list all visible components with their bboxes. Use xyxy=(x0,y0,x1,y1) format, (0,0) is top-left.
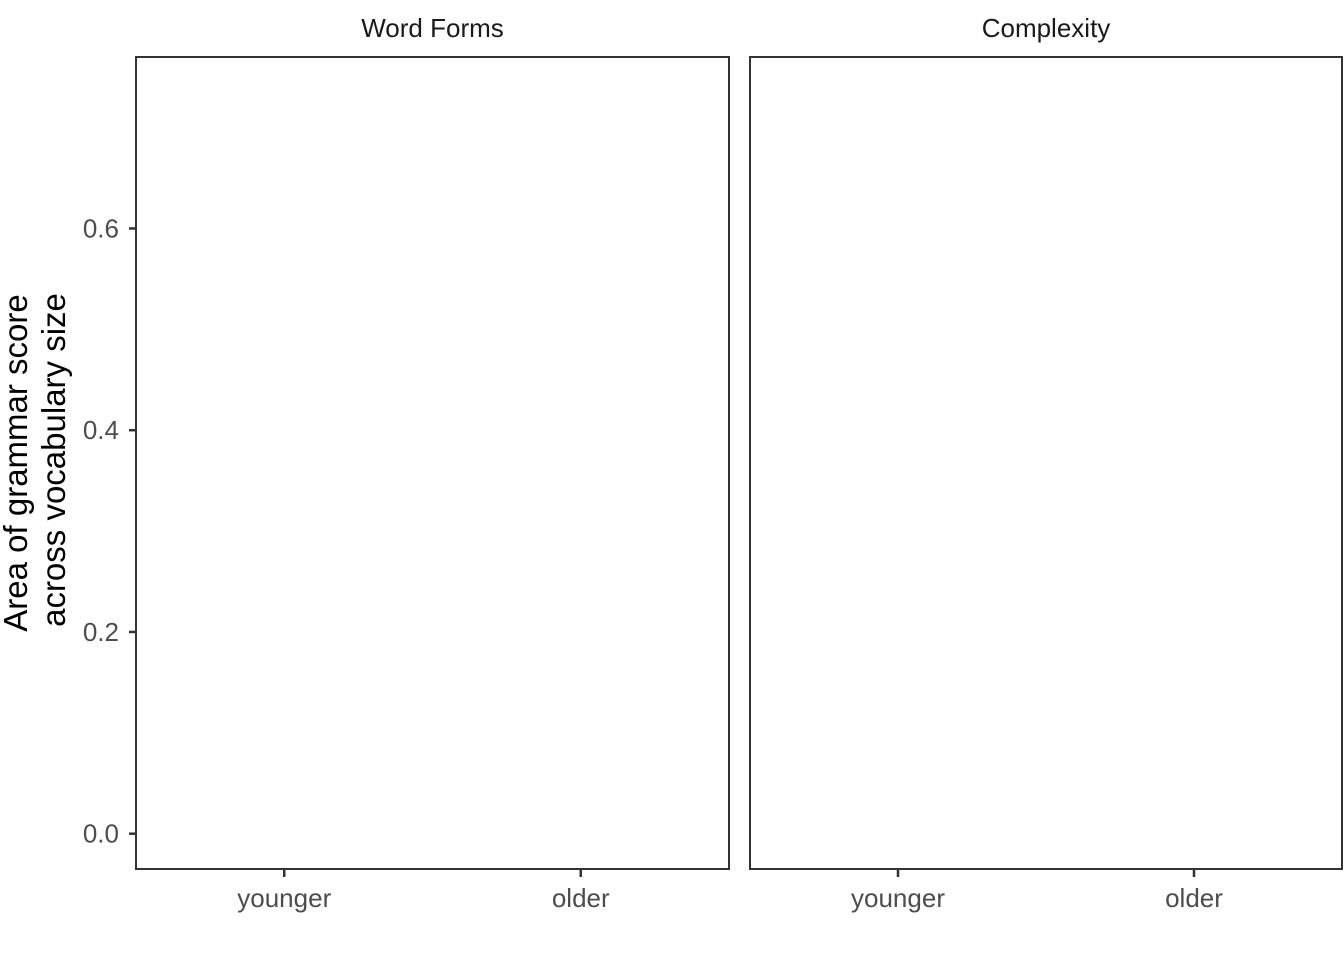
y-tick-label: 0.6 xyxy=(83,213,119,243)
y-tick-label: 0.2 xyxy=(83,617,119,647)
y-axis-title-line-2: across vocabulary size xyxy=(35,293,72,627)
y-axis-title-line-1: Area of grammar score xyxy=(0,294,34,631)
panel-title: Complexity xyxy=(982,13,1111,43)
panel-0: Word Forms younger older xyxy=(135,13,730,913)
x-tick-label: older xyxy=(1165,883,1223,913)
y-axis: 0.0 0.2 0.4 0.6 xyxy=(83,213,136,849)
y-tick-label: 0.4 xyxy=(83,415,119,445)
x-tick-label: younger xyxy=(237,883,331,913)
y-axis-title: Area of grammar score across vocabulary … xyxy=(0,293,72,632)
panel-title: Word Forms xyxy=(361,13,504,43)
x-tick-label: younger xyxy=(851,883,945,913)
panel-1: Complexity younger older xyxy=(749,13,1343,913)
panels: Word Forms younger older Complexity younger o… xyxy=(135,13,1343,913)
panel-border xyxy=(135,56,730,870)
panel-border xyxy=(749,56,1343,870)
x-tick-label: older xyxy=(552,883,610,913)
y-tick-label: 0.0 xyxy=(83,819,119,849)
